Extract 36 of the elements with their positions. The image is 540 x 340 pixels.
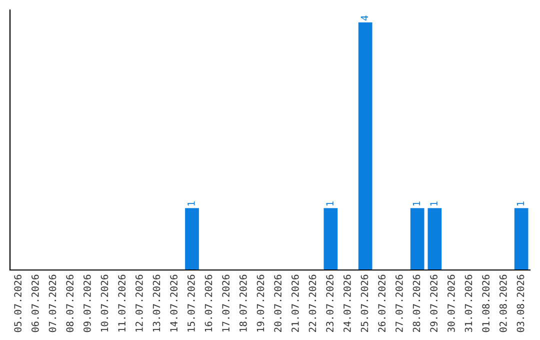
x-tick-label: 30.07.2026 — [447, 274, 455, 332]
x-tick-label: 07.07.2026 — [48, 274, 56, 332]
x-tick-label: 19.07.2026 — [256, 274, 264, 332]
x-tick-label: 09.07.2026 — [83, 274, 91, 332]
x-tick-label: 26.07.2026 — [378, 274, 386, 332]
x-tick-label: 25.07.2026 — [360, 274, 368, 332]
x-tick-label: 18.07.2026 — [239, 274, 247, 332]
x-tick-label: 08.07.2026 — [66, 274, 74, 332]
x-tick-label: 13.07.2026 — [152, 274, 160, 332]
x-tick-label: 15.07.2026 — [187, 274, 195, 332]
data-label: 1 — [326, 202, 334, 206]
x-tick-label: 10.07.2026 — [100, 274, 108, 332]
x-tick-label: 14.07.2026 — [170, 274, 178, 332]
x-tick-label: 02.08.2026 — [499, 274, 507, 332]
x-tick-label: 28.07.2026 — [412, 274, 420, 332]
x-tick-label: 06.07.2026 — [31, 274, 39, 332]
data-label: 1 — [412, 202, 420, 206]
x-tick-label: 31.07.2026 — [464, 274, 472, 332]
x-tick-label: 03.08.2026 — [516, 274, 524, 332]
x-tick-label: 17.07.2026 — [222, 274, 230, 332]
x-tick-label: 27.07.2026 — [395, 274, 403, 332]
x-tick-label: 24.07.2026 — [343, 274, 351, 332]
x-tick-label: 22.07.2026 — [308, 274, 316, 332]
x-tick-label: 21.07.2026 — [291, 274, 299, 332]
x-tick-label: 01.08.2026 — [482, 274, 490, 332]
data-label: 1 — [430, 202, 438, 206]
x-tick-label: 29.07.2026 — [430, 274, 438, 332]
x-tick-label: 23.07.2026 — [326, 274, 334, 332]
data-label: 1 — [188, 202, 195, 206]
x-tick-label: 12.07.2026 — [135, 274, 143, 332]
x-tick-label: 16.07.2026 — [204, 274, 212, 332]
x-tick-label: 20.07.2026 — [274, 274, 282, 332]
x-tick-label: 11.07.2026 — [118, 274, 126, 332]
x-tick-label: 05.07.2026 — [14, 274, 22, 332]
data-label: 4 — [360, 16, 368, 21]
data-label: 1 — [516, 202, 524, 206]
